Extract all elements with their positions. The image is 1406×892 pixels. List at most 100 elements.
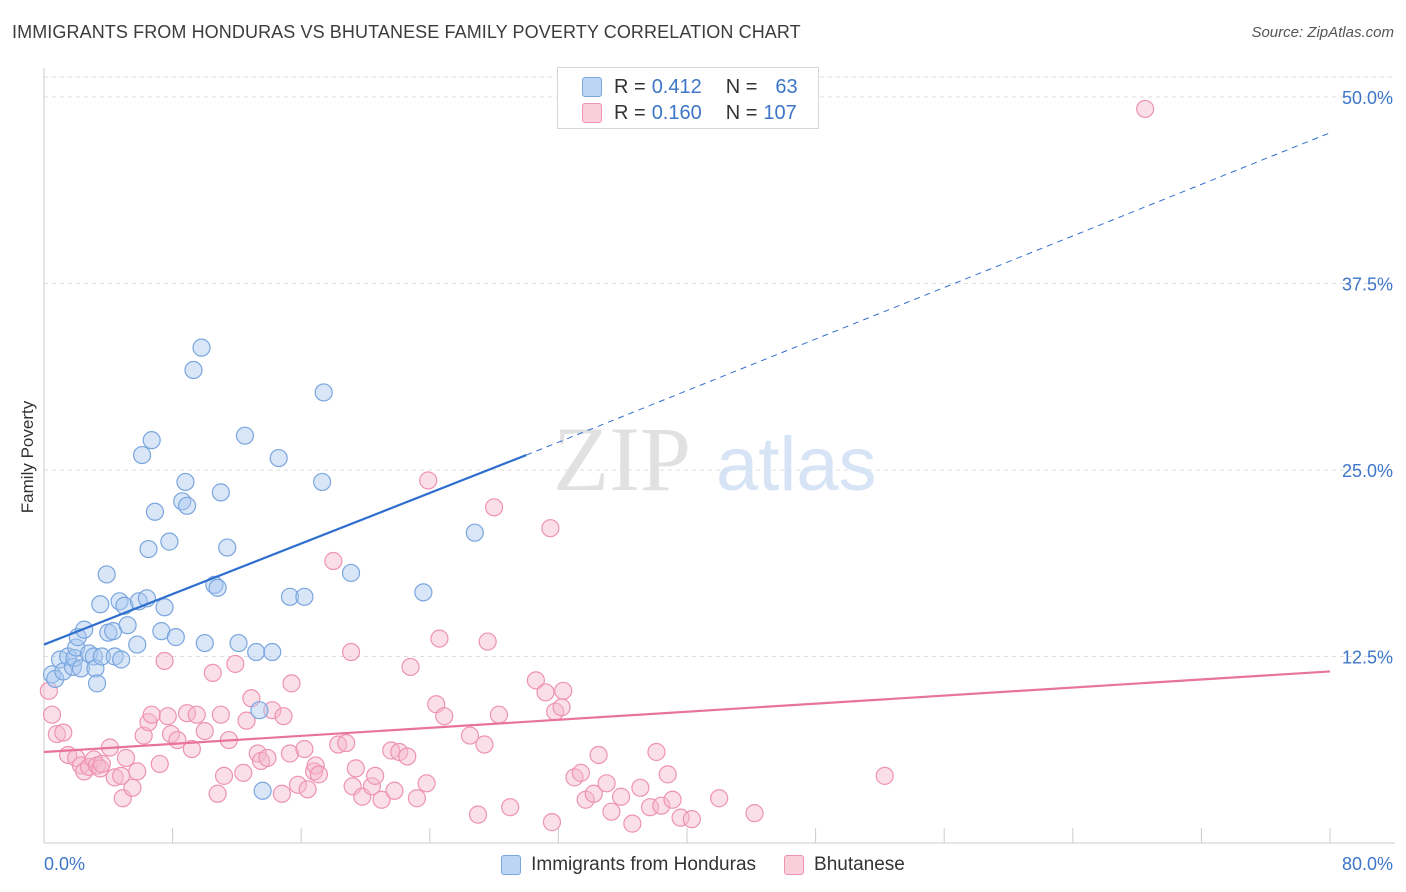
bhutanese-point bbox=[226, 654, 245, 674]
legend-row-honduras: R = 0.412 N = 63 bbox=[582, 75, 798, 99]
honduras-point bbox=[112, 650, 131, 669]
bhutanese-point bbox=[214, 766, 234, 785]
honduras-point bbox=[247, 642, 266, 662]
bhutanese-point bbox=[647, 742, 666, 762]
bhutanese-point bbox=[398, 747, 417, 766]
bhutanese-point bbox=[128, 762, 147, 781]
bhutanese-point bbox=[435, 707, 454, 726]
bhutanese-point bbox=[385, 781, 404, 800]
honduras-point bbox=[118, 616, 137, 635]
honduras-point bbox=[205, 575, 224, 594]
bhutanese-point bbox=[237, 711, 256, 730]
bhutanese-point bbox=[346, 759, 365, 778]
bhutanese-point bbox=[652, 796, 671, 815]
bhutanese-trend-line bbox=[43, 670, 1331, 754]
watermark: ZIP atlas bbox=[553, 408, 877, 510]
y-tick-label: 12.5% bbox=[1342, 648, 1393, 668]
bhutanese-point bbox=[142, 705, 161, 724]
honduras-point bbox=[414, 583, 433, 602]
bhutanese-point bbox=[54, 723, 73, 742]
bhutanese-point bbox=[407, 789, 427, 808]
bhutanese-point bbox=[554, 681, 573, 700]
r-label: R = bbox=[614, 75, 646, 98]
legend-label-bhutanese: Bhutanese bbox=[814, 854, 905, 875]
bhutanese-point bbox=[501, 798, 520, 817]
bhutanese-point bbox=[419, 471, 438, 490]
bhutanese-point bbox=[280, 744, 300, 763]
bhutanese-point bbox=[134, 726, 153, 745]
bhutanese-point bbox=[1136, 99, 1155, 119]
bhutanese-point bbox=[611, 787, 631, 806]
bhutanese-point bbox=[203, 663, 222, 683]
x-tick-label: 80.0% bbox=[1342, 854, 1393, 874]
honduras-point bbox=[250, 701, 269, 720]
honduras-point bbox=[115, 596, 134, 615]
watermark-atlas: atlas bbox=[716, 422, 877, 507]
honduras-point bbox=[263, 642, 282, 662]
bhutanese-point bbox=[116, 748, 136, 768]
legend-swatch-pink bbox=[784, 855, 805, 875]
legend-swatch-blue bbox=[582, 77, 602, 97]
honduras-point bbox=[177, 496, 197, 515]
honduras-point bbox=[128, 635, 147, 654]
bhutanese-point bbox=[552, 698, 571, 717]
honduras-point bbox=[87, 674, 107, 693]
bhutanese-point bbox=[602, 802, 621, 821]
honduras-point bbox=[160, 532, 179, 551]
legend-item-bhutanese: Bhutanese bbox=[784, 854, 905, 876]
honduras-trend-line bbox=[43, 454, 527, 646]
bhutanese-point bbox=[430, 629, 449, 648]
bhutanese-point bbox=[92, 754, 111, 774]
honduras-point bbox=[132, 445, 152, 465]
honduras-point bbox=[155, 598, 174, 617]
bhutanese-point bbox=[42, 705, 62, 724]
honduras-point bbox=[253, 781, 272, 800]
bhutanese-point bbox=[263, 701, 282, 720]
bhutanese-point bbox=[663, 790, 682, 809]
bhutanese-point bbox=[372, 790, 391, 809]
bhutanese-point bbox=[468, 805, 488, 824]
bhutanese-point bbox=[258, 748, 277, 768]
bhutanese-point bbox=[105, 768, 124, 787]
bhutanese-point bbox=[337, 733, 356, 753]
bhutanese-point bbox=[309, 765, 328, 784]
bhutanese-point bbox=[710, 789, 729, 808]
bhutanese-point bbox=[187, 705, 206, 724]
series-honduras bbox=[42, 338, 484, 800]
honduras-point bbox=[166, 628, 185, 647]
bhutanese-point bbox=[541, 519, 560, 538]
x-tick-label: 0.0% bbox=[44, 854, 85, 874]
honduras-point bbox=[218, 538, 237, 557]
bhutanese-point bbox=[875, 766, 894, 785]
honduras-point bbox=[176, 472, 195, 492]
series-bhutanese bbox=[39, 99, 1155, 833]
series-legend: Immigrants from Honduras Bhutanese bbox=[0, 852, 1406, 878]
bhutanese-point bbox=[304, 762, 324, 781]
n-label: N = bbox=[725, 101, 758, 124]
bhutanese-point bbox=[489, 705, 509, 724]
legend-label-honduras: Immigrants from Honduras bbox=[531, 854, 757, 875]
bhutanese-point bbox=[658, 765, 677, 784]
legend-item-honduras: Immigrants from Honduras bbox=[501, 854, 756, 876]
bhutanese-point bbox=[272, 784, 292, 803]
bhutanese-point bbox=[475, 735, 494, 754]
bhutanese-point bbox=[401, 657, 420, 677]
legend-swatch-blue bbox=[501, 855, 522, 875]
honduras-point bbox=[465, 523, 484, 542]
bhutanese-point bbox=[589, 745, 608, 765]
r-value: 0.412 bbox=[651, 75, 702, 98]
bhutanese-point bbox=[745, 804, 764, 823]
honduras-point bbox=[192, 338, 211, 357]
correlation-legend: R = 0.412 N = 63 R = 0.160 N = 107 bbox=[557, 67, 819, 129]
bhutanese-point bbox=[150, 754, 169, 774]
watermark-zip: ZIP bbox=[553, 408, 691, 510]
honduras-point bbox=[91, 595, 110, 614]
bhutanese-point bbox=[631, 778, 650, 797]
bhutanese-point bbox=[460, 726, 480, 745]
bhutanese-point bbox=[682, 810, 701, 829]
honduras-point bbox=[235, 426, 255, 445]
bhutanese-point bbox=[366, 766, 385, 785]
bhutanese-point bbox=[295, 739, 314, 759]
bhutanese-point bbox=[155, 651, 174, 671]
honduras-point bbox=[312, 472, 332, 492]
